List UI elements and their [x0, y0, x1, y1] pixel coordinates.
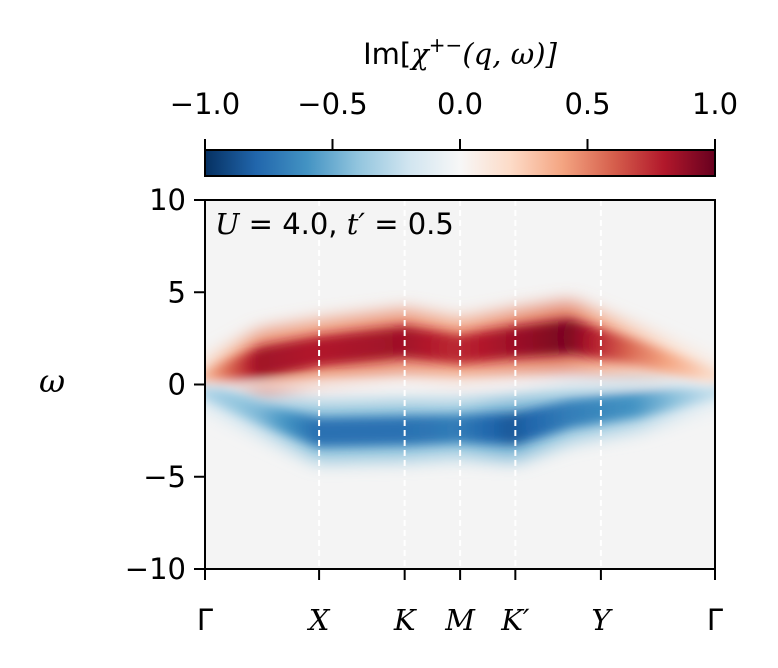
x-tick-label: X	[307, 603, 331, 637]
colorbar-label-sup: +−	[429, 33, 463, 57]
y-tick-label: −10	[125, 552, 186, 586]
colorbar-label-args: (q, ω)]	[462, 37, 557, 71]
colorbar-label-chi: χ	[409, 37, 430, 71]
y-tick-label: 5	[168, 275, 186, 309]
colorbar-tick-label: −1.0	[170, 87, 240, 121]
annotation-u: U	[215, 207, 241, 241]
parameter-annotation: U = 4.0, t′ = 0.5	[215, 207, 454, 241]
positive-band-core-segment	[703, 369, 715, 384]
heatmap: U = 4.0, t′ = 0.5	[204, 199, 716, 570]
y-axis-label: ω	[39, 362, 65, 400]
high-symmetry-lines	[318, 200, 602, 569]
x-tick-label: Y	[591, 603, 613, 637]
x-tick-label: K	[393, 603, 418, 637]
colorbar-tick-label: 1.0	[692, 87, 738, 121]
colorbar-ticks: −1.0 −0.5 0.0 0.5 1.0	[170, 87, 738, 150]
colorbar-label: Im[χ+−(q, ω)]	[363, 33, 557, 71]
y-tick-label: −5	[143, 460, 186, 494]
x-tick-label: M	[444, 603, 476, 637]
colorbar-tick-label: 0.0	[437, 87, 483, 121]
colorbar-tick-label: 0.5	[564, 87, 610, 121]
annotation-u-value: = 4.0,	[239, 207, 346, 241]
x-tick-label: K′	[500, 603, 530, 637]
colorbar-label-im: Im[	[363, 37, 411, 71]
colorbar-tick-label: −0.5	[297, 87, 367, 121]
annotation-t: t′	[347, 207, 366, 241]
colorbar-gradient	[204, 149, 716, 177]
annotation-t-value: = 0.5	[365, 207, 454, 241]
x-axis: Γ X K M K′ Y Γ	[197, 569, 723, 637]
y-tick-label: 10	[149, 183, 186, 217]
y-axis: 10 5 0 −5 −10	[125, 183, 205, 586]
x-tick-label: Γ	[707, 603, 723, 637]
y-tick-label: 0	[168, 368, 186, 402]
colorbar: Im[χ+−(q, ω)] −1.0 −0.5 0.0 0.5 1.0	[170, 33, 738, 177]
x-tick-label: Γ	[197, 603, 213, 637]
